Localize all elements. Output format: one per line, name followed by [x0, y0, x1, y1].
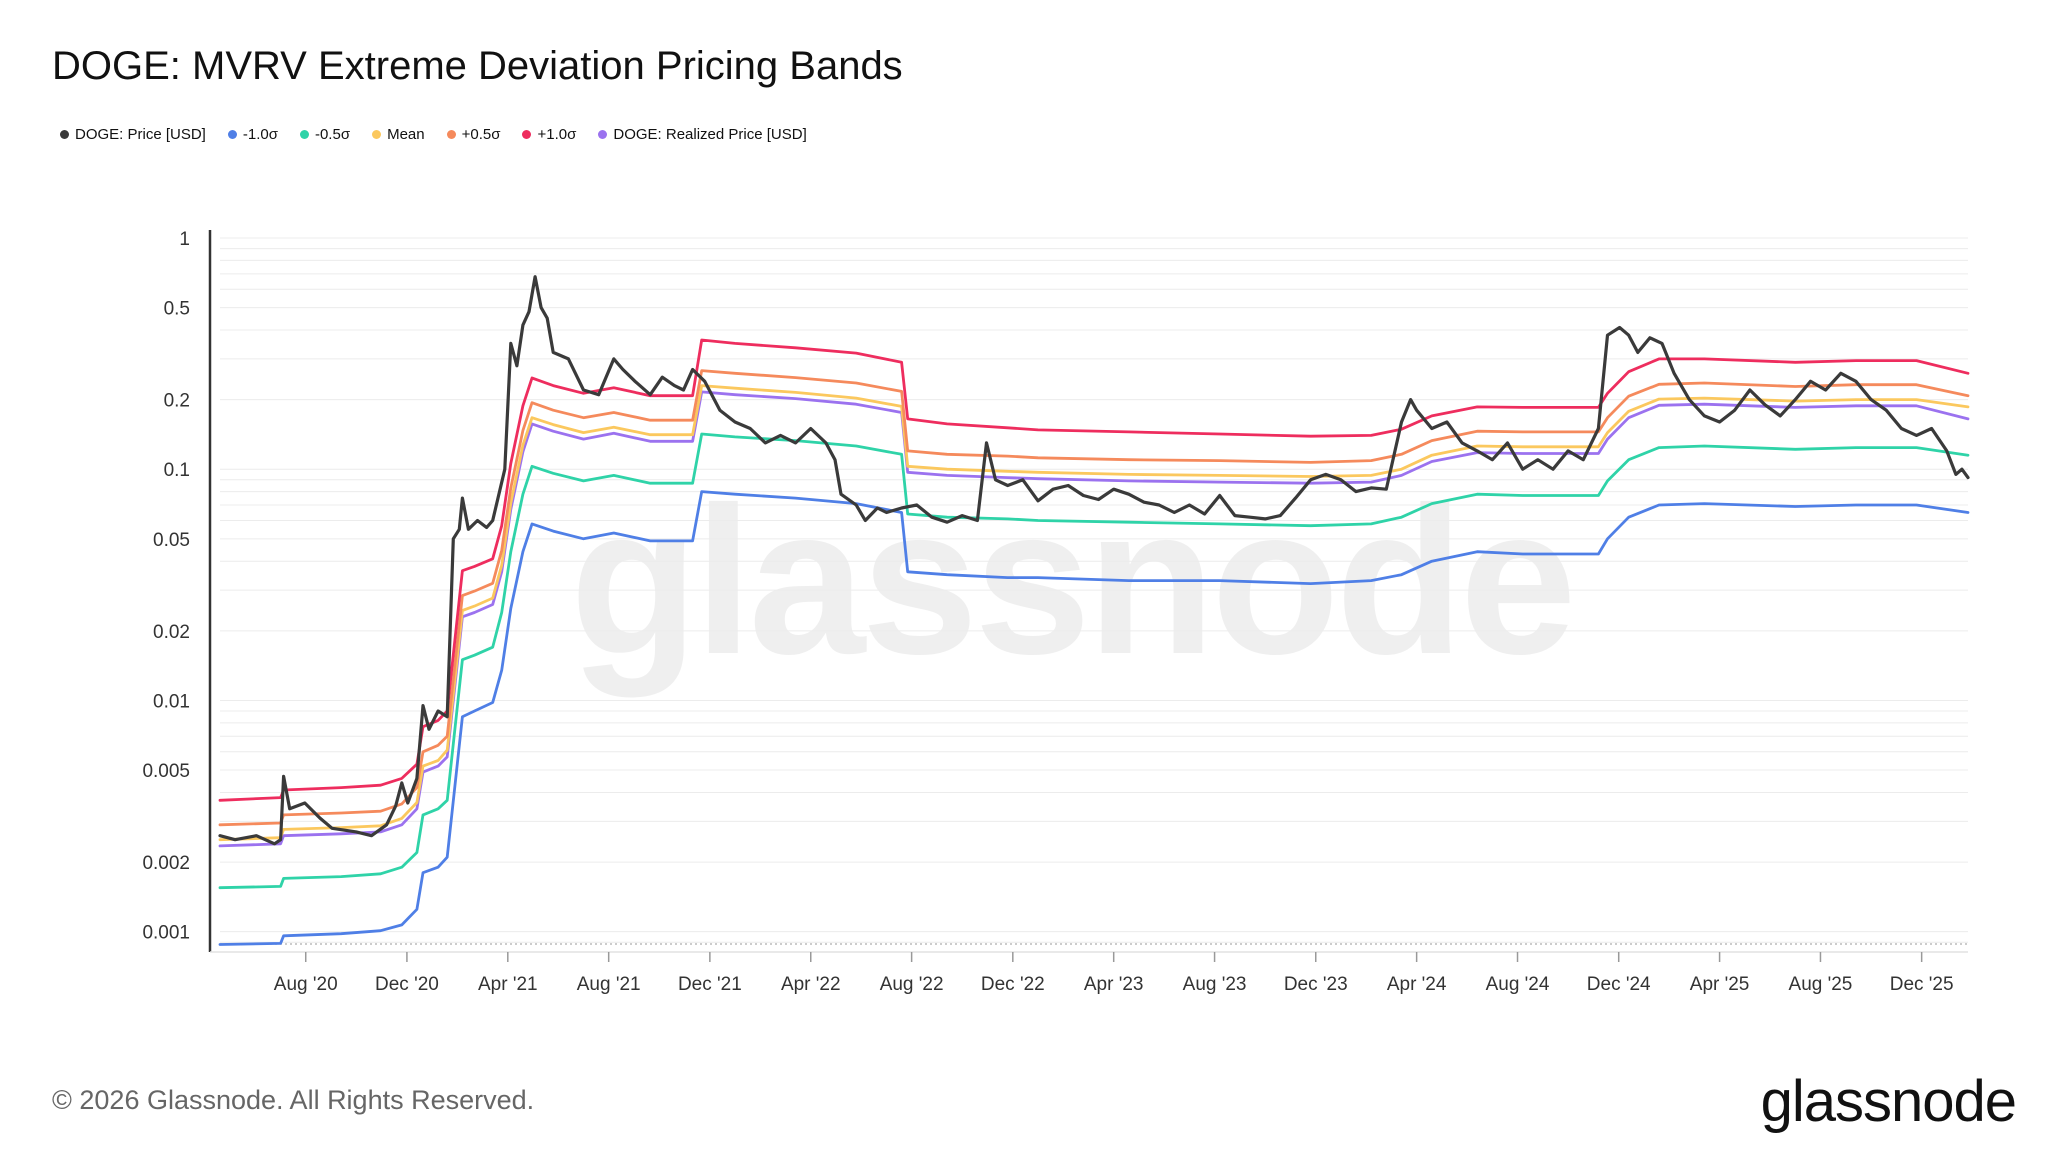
y-tick-label: 0.1: [164, 460, 190, 481]
legend-label: +0.5σ: [461, 126, 501, 143]
y-tick-label: 0.5: [164, 299, 190, 320]
series-line--1-0-: [218, 490, 1970, 946]
y-tick-label: 0.02: [153, 622, 190, 643]
x-tick-label: Aug '22: [880, 974, 944, 995]
legend-item[interactable]: Mean: [372, 126, 425, 143]
y-tick-label: 0.01: [153, 691, 190, 712]
legend-dot-icon: [227, 130, 237, 139]
x-tick-label: Dec '23: [1284, 974, 1348, 995]
x-tick-label: Dec '25: [1890, 974, 1954, 995]
x-tick-label: Dec '22: [981, 974, 1045, 995]
legend-dot-icon: [598, 130, 608, 139]
watermark: glassnode: [570, 463, 1577, 698]
legend-dot-icon: [446, 130, 456, 139]
x-tick-label: Apr '25: [1690, 974, 1750, 995]
legend-dot-icon: [299, 130, 309, 139]
legend-item[interactable]: -1.0σ: [227, 126, 278, 143]
x-tick-label: Dec '24: [1587, 974, 1651, 995]
legend-label: DOGE: Realized Price [USD]: [613, 126, 807, 143]
y-tick-label: 0.002: [142, 853, 190, 874]
y-tick-label: 0.001: [142, 923, 190, 944]
series-line-doge-realized-price-usd-: [218, 390, 1970, 848]
chart-title: DOGE: MVRV Extreme Deviation Pricing Ban…: [52, 44, 903, 88]
x-tick-label: Dec '21: [678, 974, 742, 995]
x-tick-label: Apr '23: [1084, 974, 1144, 995]
legend: DOGE: Price [USD] -1.0σ -0.5σ Mean +0.5σ +1.0…: [60, 126, 807, 143]
series-line--0-5-: [218, 432, 1970, 890]
y-tick-label: 0.05: [153, 530, 190, 551]
x-tick-label: Apr '22: [781, 974, 841, 995]
x-tick-label: Apr '24: [1387, 974, 1447, 995]
x-tick-label: Dec '20: [375, 974, 439, 995]
y-tick-label: 0.005: [142, 761, 190, 782]
legend-label: -1.0σ: [242, 126, 278, 143]
y-tick-label: 0.2: [164, 391, 190, 412]
legend-item[interactable]: DOGE: Realized Price [USD]: [598, 126, 807, 143]
legend-label: Mean: [387, 126, 425, 143]
legend-dot-icon: [522, 130, 532, 139]
legend-label: +1.0σ: [537, 126, 577, 143]
series-line--0-5-: [218, 369, 1970, 827]
legend-label: DOGE: Price [USD]: [75, 126, 206, 143]
x-tick-label: Aug '25: [1789, 974, 1853, 995]
x-tick-label: Aug '23: [1183, 974, 1247, 995]
series-line--1-0-: [218, 338, 1970, 802]
series-line-mean: [218, 384, 1970, 842]
series-line-doge-price-usd-: [218, 275, 1970, 846]
x-tick-label: Aug '24: [1486, 974, 1550, 995]
legend-item[interactable]: DOGE: Price [USD]: [60, 126, 206, 143]
legend-label: -0.5σ: [314, 126, 351, 143]
legend-dot-icon: [372, 130, 382, 139]
y-tick-label: 1: [179, 229, 190, 250]
legend-item[interactable]: +1.0σ: [522, 126, 576, 143]
copyright-footer: © 2026 Glassnode. All Rights Reserved.: [52, 1085, 535, 1115]
x-tick-label: Aug '21: [577, 974, 641, 995]
x-tick-label: Aug '20: [274, 974, 338, 995]
x-tick-label: Apr '21: [478, 974, 538, 995]
legend-item[interactable]: +0.5σ: [446, 126, 501, 143]
glassnode-logo: glassnode: [1760, 1069, 2017, 1134]
legend-item[interactable]: -0.5σ: [299, 126, 351, 143]
legend-dot-icon: [60, 130, 69, 139]
